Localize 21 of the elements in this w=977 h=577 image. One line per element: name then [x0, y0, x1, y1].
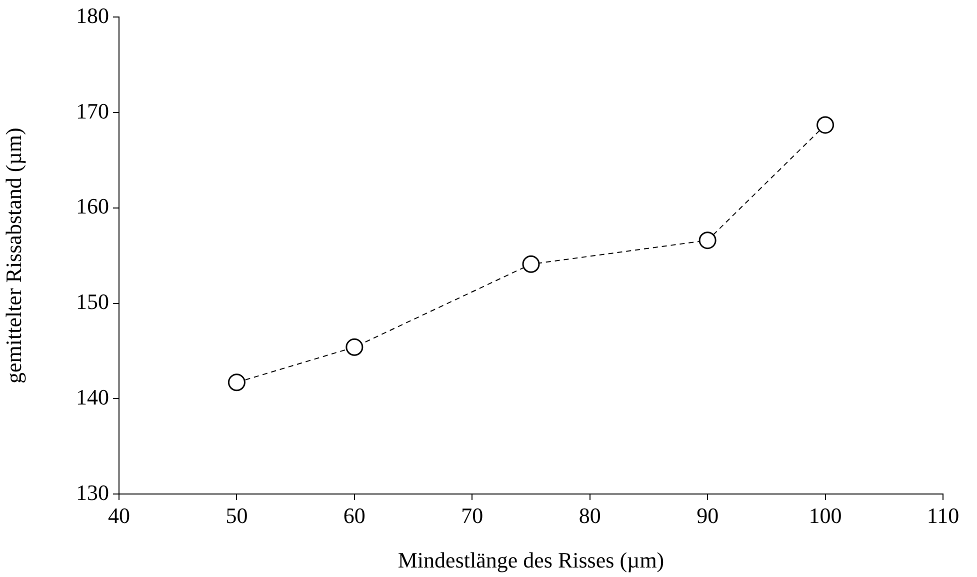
y-tick-label: 140 — [76, 384, 109, 410]
x-tick-label: 80 — [578, 502, 601, 528]
x-tick-label: 70 — [461, 502, 484, 528]
y-tick-label: 170 — [76, 98, 109, 124]
point — [346, 338, 364, 356]
point — [816, 116, 834, 134]
x-tick-label: 110 — [926, 502, 960, 528]
point — [698, 232, 716, 250]
point — [228, 374, 246, 392]
x-tick-label: 60 — [343, 502, 366, 528]
x-tick-label: 40 — [108, 502, 130, 528]
y-axis-title: gemittelter Rissabstand (µm) — [0, 128, 26, 384]
y-tick-label: 130 — [76, 480, 109, 505]
point — [522, 255, 540, 273]
x-tick-label: 90 — [696, 502, 719, 528]
x-axis-title: Mindestlänge des Risses (µm) — [398, 548, 664, 573]
y-tick-label: 150 — [76, 289, 109, 314]
y-tick-label: 180 — [76, 2, 109, 28]
x-tick-label: 100 — [808, 502, 842, 528]
y-tick-label: 160 — [76, 194, 109, 219]
x-tick-label: 50 — [226, 502, 248, 528]
